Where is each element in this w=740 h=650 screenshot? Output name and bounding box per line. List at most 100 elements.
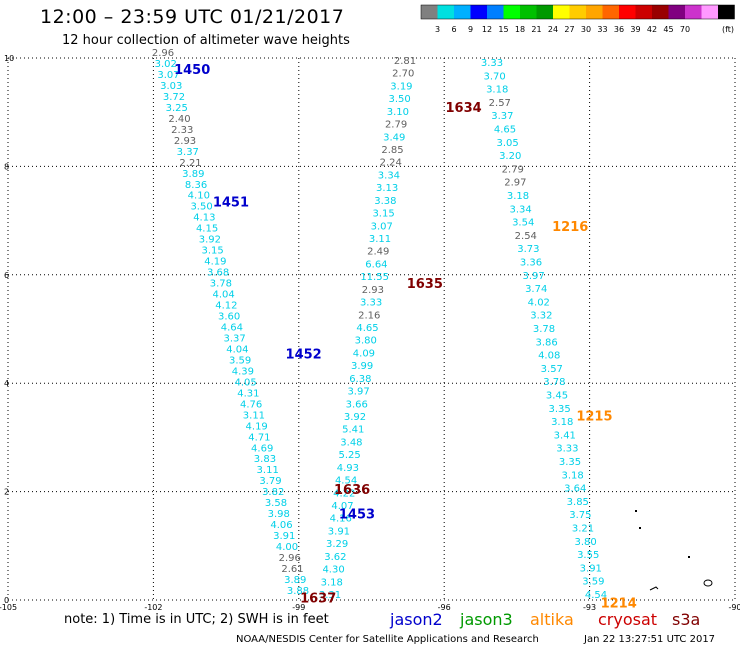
swh-value: 3.74 bbox=[525, 284, 547, 295]
swh-value: 5.41 bbox=[342, 425, 364, 436]
swh-value: 3.72 bbox=[163, 92, 185, 103]
y-tick-label: 6 bbox=[4, 271, 9, 280]
legend-label: 30 bbox=[581, 25, 591, 34]
pass-id-label: 1214 bbox=[601, 597, 637, 612]
swh-value: 11.55 bbox=[360, 272, 389, 283]
legend-swatch bbox=[619, 5, 636, 19]
swh-value: 4.22 bbox=[333, 488, 355, 499]
swh-value: 3.97 bbox=[347, 387, 369, 398]
swh-value: 5.25 bbox=[339, 450, 361, 461]
swh-value: 3.02 bbox=[155, 59, 177, 70]
pass-id-label: 1637 bbox=[300, 591, 336, 606]
pass-id-label: 1451 bbox=[213, 196, 249, 211]
swh-value: 4.09 bbox=[353, 348, 375, 359]
swh-value: 3.92 bbox=[199, 235, 221, 246]
y-tick-label: 2 bbox=[4, 488, 9, 497]
swh-value: 3.55 bbox=[577, 550, 599, 561]
color-scale-legend: 3 6 9 12 15 18 21 24 27 30 33 36 39 42 45 70 (ft) bbox=[420, 4, 735, 34]
swh-value: 3.59 bbox=[582, 577, 604, 588]
swh-value: 4.06 bbox=[270, 520, 292, 531]
swh-value: 4.13 bbox=[193, 213, 215, 224]
swh-value: 4.08 bbox=[538, 351, 560, 362]
pass-id-label: 1635 bbox=[407, 277, 443, 292]
x-tick-label: -102 bbox=[144, 603, 162, 612]
legend-label: 21 bbox=[531, 25, 541, 34]
swh-value: 3.31 bbox=[319, 590, 341, 601]
swh-value: 3.97 bbox=[522, 271, 544, 282]
legend-swatch bbox=[437, 5, 454, 19]
legend-label: 45 bbox=[663, 25, 673, 34]
satellite-name: s3a bbox=[672, 610, 701, 629]
swh-value: 4.93 bbox=[337, 463, 359, 474]
swh-value: 4.16 bbox=[330, 514, 352, 525]
swh-value: 3.58 bbox=[265, 498, 287, 509]
legend-label: 18 bbox=[515, 25, 525, 34]
swh-value: 4.12 bbox=[215, 301, 237, 312]
legend-swatch bbox=[586, 5, 603, 19]
swh-value: 4.64 bbox=[221, 322, 243, 333]
x-tick-label: -105 bbox=[0, 603, 17, 612]
swh-value: 3.64 bbox=[564, 484, 586, 495]
y-tick-label: 8 bbox=[4, 162, 9, 171]
swh-value: 3.75 bbox=[569, 510, 591, 521]
swh-value: 3.88 bbox=[287, 586, 309, 597]
swh-value: 2.33 bbox=[171, 125, 193, 136]
swh-value: 4.65 bbox=[494, 125, 516, 136]
legend-label: 39 bbox=[630, 25, 640, 34]
swh-value: 3.49 bbox=[383, 132, 405, 143]
swh-value: 3.91 bbox=[328, 526, 350, 537]
swh-value: 4.04 bbox=[226, 344, 248, 355]
swh-value: 4.05 bbox=[235, 377, 257, 388]
swh-value: 6.38 bbox=[349, 374, 371, 385]
swh-value: 4.54 bbox=[335, 476, 357, 487]
swh-value: 4.71 bbox=[248, 432, 270, 443]
pass-id-label: 1452 bbox=[286, 347, 322, 362]
swh-value: 3.10 bbox=[387, 107, 409, 118]
island-shape bbox=[639, 527, 641, 529]
legend-label: 12 bbox=[482, 25, 492, 34]
swh-value: 3.11 bbox=[243, 410, 265, 421]
legend-label: 24 bbox=[548, 25, 558, 34]
legend-swatch bbox=[503, 5, 520, 19]
swh-value: 3.19 bbox=[390, 81, 412, 92]
legend-label: 42 bbox=[647, 25, 657, 34]
swh-value: 2.61 bbox=[281, 564, 303, 575]
legend-swatch bbox=[668, 5, 685, 19]
swh-value: 3.38 bbox=[374, 196, 396, 207]
legend-swatch bbox=[569, 5, 586, 19]
legend-swatch bbox=[685, 5, 702, 19]
swh-value: 3.62 bbox=[324, 552, 346, 563]
legend-label: 27 bbox=[564, 25, 574, 34]
swh-value: 4.31 bbox=[237, 388, 259, 399]
swh-value: 3.15 bbox=[372, 209, 394, 220]
swh-value: 2.93 bbox=[174, 136, 196, 147]
swh-value: 2.16 bbox=[358, 310, 380, 321]
swh-value: 3.18 bbox=[507, 191, 529, 202]
swh-value: 2.81 bbox=[394, 56, 416, 67]
swh-value: 3.98 bbox=[268, 509, 290, 520]
swh-value: 3.68 bbox=[207, 268, 229, 279]
legend-swatch bbox=[487, 5, 504, 19]
swh-value: 3.85 bbox=[567, 497, 589, 508]
swh-value: 2.96 bbox=[152, 48, 174, 59]
swh-value: 3.03 bbox=[160, 81, 182, 92]
map-subtitle: 12 hour collection of altimeter wave hei… bbox=[62, 33, 350, 48]
swh-value: 3.70 bbox=[483, 71, 505, 82]
swh-value: 6.64 bbox=[365, 259, 387, 270]
y-tick-label: 10 bbox=[4, 54, 14, 63]
swh-value: 4.69 bbox=[251, 443, 273, 454]
swh-value: 4.04 bbox=[212, 290, 234, 301]
swh-value: 3.48 bbox=[340, 437, 362, 448]
swh-value: 4.00 bbox=[276, 542, 298, 553]
swh-value: 3.07 bbox=[371, 221, 393, 232]
swh-value: 3.11 bbox=[369, 234, 391, 245]
swh-value: 3.18 bbox=[321, 577, 343, 588]
y-tick-label: 4 bbox=[4, 379, 9, 388]
pass-id-label: 1634 bbox=[445, 101, 481, 116]
swh-value: 3.36 bbox=[520, 258, 542, 269]
swh-value: 3.59 bbox=[229, 355, 251, 366]
legend-swatch bbox=[470, 5, 487, 19]
swh-value: 3.37 bbox=[223, 333, 245, 344]
swh-value: 3.91 bbox=[273, 531, 295, 542]
